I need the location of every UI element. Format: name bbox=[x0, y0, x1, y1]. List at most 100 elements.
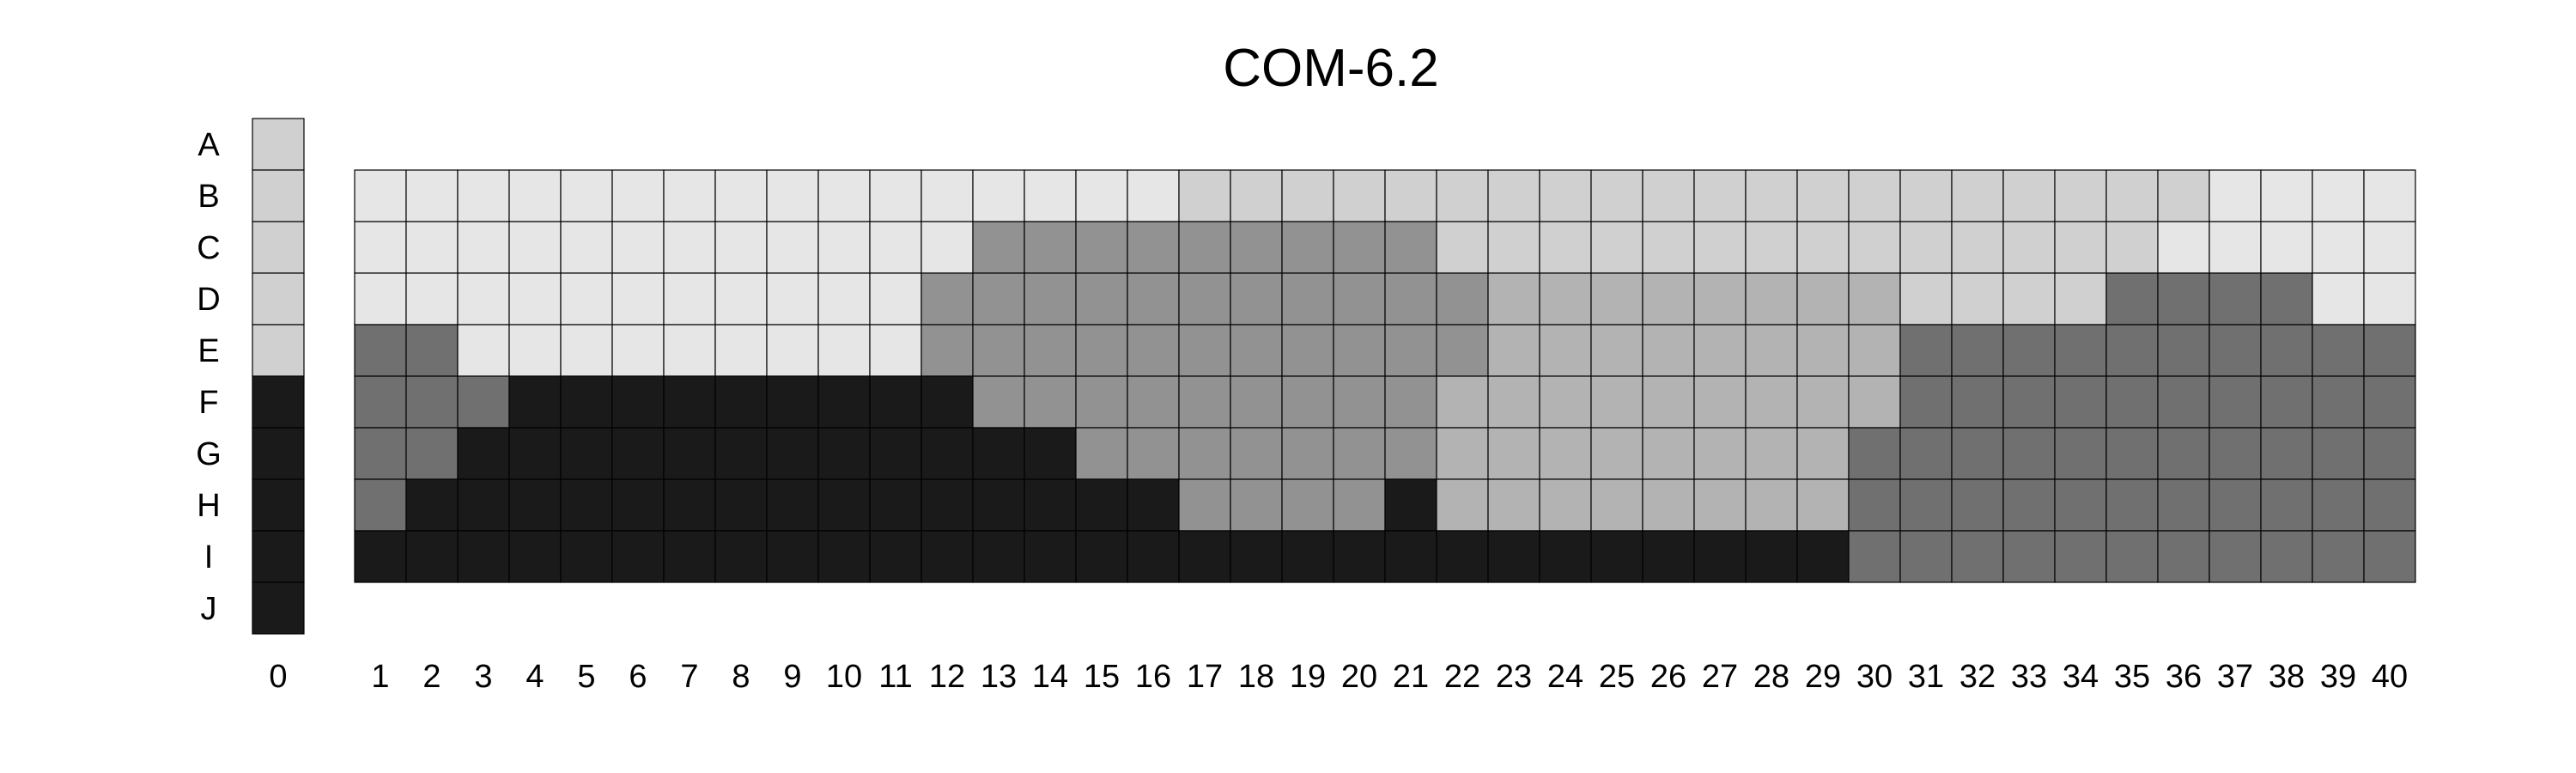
heatmap-cell-B-25 bbox=[1590, 169, 1643, 222]
heatmap-cell-B-36 bbox=[2157, 169, 2210, 222]
heatmap-cell-D-23 bbox=[1487, 272, 1540, 326]
heatmap-cell-H-28 bbox=[1745, 478, 1798, 532]
heatmap-cell-E-36 bbox=[2157, 324, 2210, 377]
heatmap-cell-G-17 bbox=[1178, 427, 1231, 480]
heatmap-cell-F-38 bbox=[2260, 375, 2313, 429]
heatmap-cell-F-28 bbox=[1745, 375, 1798, 429]
heatmap-cell-D-5 bbox=[560, 272, 613, 326]
heatmap-cell-E-28 bbox=[1745, 324, 1798, 377]
heatmap-cell-E-20 bbox=[1333, 324, 1386, 377]
row-label-F: F bbox=[198, 385, 218, 421]
heatmap-cell-E-1 bbox=[354, 324, 407, 377]
heatmap-cell-B-11 bbox=[869, 169, 922, 222]
heatmap-cell-F-11 bbox=[869, 375, 922, 429]
heatmap-cell-H-5 bbox=[560, 478, 613, 532]
heatmap-cell-D-24 bbox=[1539, 272, 1592, 326]
heatmap-cell-D-37 bbox=[2208, 272, 2262, 326]
heatmap-cell-F-3 bbox=[457, 375, 510, 429]
column-label-6: 6 bbox=[629, 659, 647, 695]
row-label-I: I bbox=[204, 539, 214, 575]
heatmap-cell-I-23 bbox=[1487, 530, 1540, 583]
heatmap-cell-F-2 bbox=[405, 375, 459, 429]
column-label-27: 27 bbox=[1702, 659, 1738, 695]
heatmap-cell-E-16 bbox=[1127, 324, 1180, 377]
column-label-10: 10 bbox=[826, 659, 862, 695]
column-label-0: 0 bbox=[269, 659, 287, 695]
heatmap-cell-I-30 bbox=[1848, 530, 1901, 583]
heatmap-cell-G-22 bbox=[1436, 427, 1489, 480]
heatmap-cell-D-27 bbox=[1693, 272, 1747, 326]
heatmap-cell-D-7 bbox=[663, 272, 716, 326]
heatmap-cell-C-19 bbox=[1281, 221, 1334, 274]
heatmap-cell-C-29 bbox=[1796, 221, 1850, 274]
column-label-21: 21 bbox=[1393, 659, 1429, 695]
heatmap-cell-F-13 bbox=[972, 375, 1025, 429]
heatmap-cell-I-11 bbox=[869, 530, 922, 583]
heatmap-cell-G-24 bbox=[1539, 427, 1592, 480]
heatmap-cell-C-35 bbox=[2105, 221, 2159, 274]
heatmap-cell-H-24 bbox=[1539, 478, 1592, 532]
heatmap-cell-H-7 bbox=[663, 478, 716, 532]
heatmap-cell-H-6 bbox=[611, 478, 665, 532]
heatmap-cell-I-4 bbox=[508, 530, 562, 583]
heatmap-cell-G-5 bbox=[560, 427, 613, 480]
heatmap-cell-B-18 bbox=[1230, 169, 1283, 222]
heatmap-cell-F-30 bbox=[1848, 375, 1901, 429]
heatmap-cell-G-38 bbox=[2260, 427, 2313, 480]
row-label-C: C bbox=[197, 230, 220, 266]
heatmap-cell-C-7 bbox=[663, 221, 716, 274]
heatmap-cell-C-34 bbox=[2054, 221, 2107, 274]
heatmap-cell-E-19 bbox=[1281, 324, 1334, 377]
heatmap-cell-H-18 bbox=[1230, 478, 1283, 532]
heatmap-cell-I-37 bbox=[2208, 530, 2262, 583]
heatmap-cell-H-16 bbox=[1127, 478, 1180, 532]
heatmap-cell-H-15 bbox=[1075, 478, 1128, 532]
heatmap-cell-H-38 bbox=[2260, 478, 2313, 532]
heatmap-cell-H-29 bbox=[1796, 478, 1850, 532]
column-label-23: 23 bbox=[1496, 659, 1532, 695]
heatmap-cell-H-30 bbox=[1848, 478, 1901, 532]
heatmap-cell-C-37 bbox=[2208, 221, 2262, 274]
column-label-24: 24 bbox=[1547, 659, 1583, 695]
heatmap-cell-G-20 bbox=[1333, 427, 1386, 480]
heatmap-cell-B-3 bbox=[457, 169, 510, 222]
heatmap-cell-D-39 bbox=[2312, 272, 2365, 326]
heatmap-cell-I-6 bbox=[611, 530, 665, 583]
heatmap-cell-G-40 bbox=[2363, 427, 2416, 480]
heatmap-cell-F-35 bbox=[2105, 375, 2159, 429]
heatmap-cell-I-20 bbox=[1333, 530, 1386, 583]
heatmap-cell-G-23 bbox=[1487, 427, 1540, 480]
column-label-35: 35 bbox=[2114, 659, 2150, 695]
heatmap-cell-D-0 bbox=[252, 272, 305, 326]
heatmap-cell-E-35 bbox=[2105, 324, 2159, 377]
column-label-25: 25 bbox=[1599, 659, 1635, 695]
heatmap-cell-F-31 bbox=[1899, 375, 1953, 429]
column-label-20: 20 bbox=[1341, 659, 1377, 695]
heatmap-cell-E-2 bbox=[405, 324, 459, 377]
heatmap-cell-H-33 bbox=[2002, 478, 2056, 532]
heatmap-cell-H-31 bbox=[1899, 478, 1953, 532]
heatmap-cell-B-5 bbox=[560, 169, 613, 222]
heatmap-cell-B-37 bbox=[2208, 169, 2262, 222]
heatmap-cell-D-14 bbox=[1024, 272, 1077, 326]
column-label-5: 5 bbox=[577, 659, 595, 695]
heatmap-cell-I-10 bbox=[817, 530, 871, 583]
heatmap-cell-I-13 bbox=[972, 530, 1025, 583]
heatmap-cell-H-14 bbox=[1024, 478, 1077, 532]
column-label-16: 16 bbox=[1135, 659, 1171, 695]
heatmap-cell-E-9 bbox=[766, 324, 819, 377]
heatmap-cell-E-39 bbox=[2312, 324, 2365, 377]
heatmap-cell-H-10 bbox=[817, 478, 871, 532]
heatmap-cell-I-24 bbox=[1539, 530, 1592, 583]
heatmap-cell-I-32 bbox=[1951, 530, 2004, 583]
heatmap-cell-E-4 bbox=[508, 324, 562, 377]
heatmap-cell-H-40 bbox=[2363, 478, 2416, 532]
heatmap-cell-C-18 bbox=[1230, 221, 1283, 274]
column-label-38: 38 bbox=[2269, 659, 2305, 695]
column-label-4: 4 bbox=[526, 659, 544, 695]
heatmap-cell-B-1 bbox=[354, 169, 407, 222]
heatmap-cell-D-4 bbox=[508, 272, 562, 326]
heatmap-cell-J-0 bbox=[252, 581, 305, 635]
heatmap-cell-B-38 bbox=[2260, 169, 2313, 222]
